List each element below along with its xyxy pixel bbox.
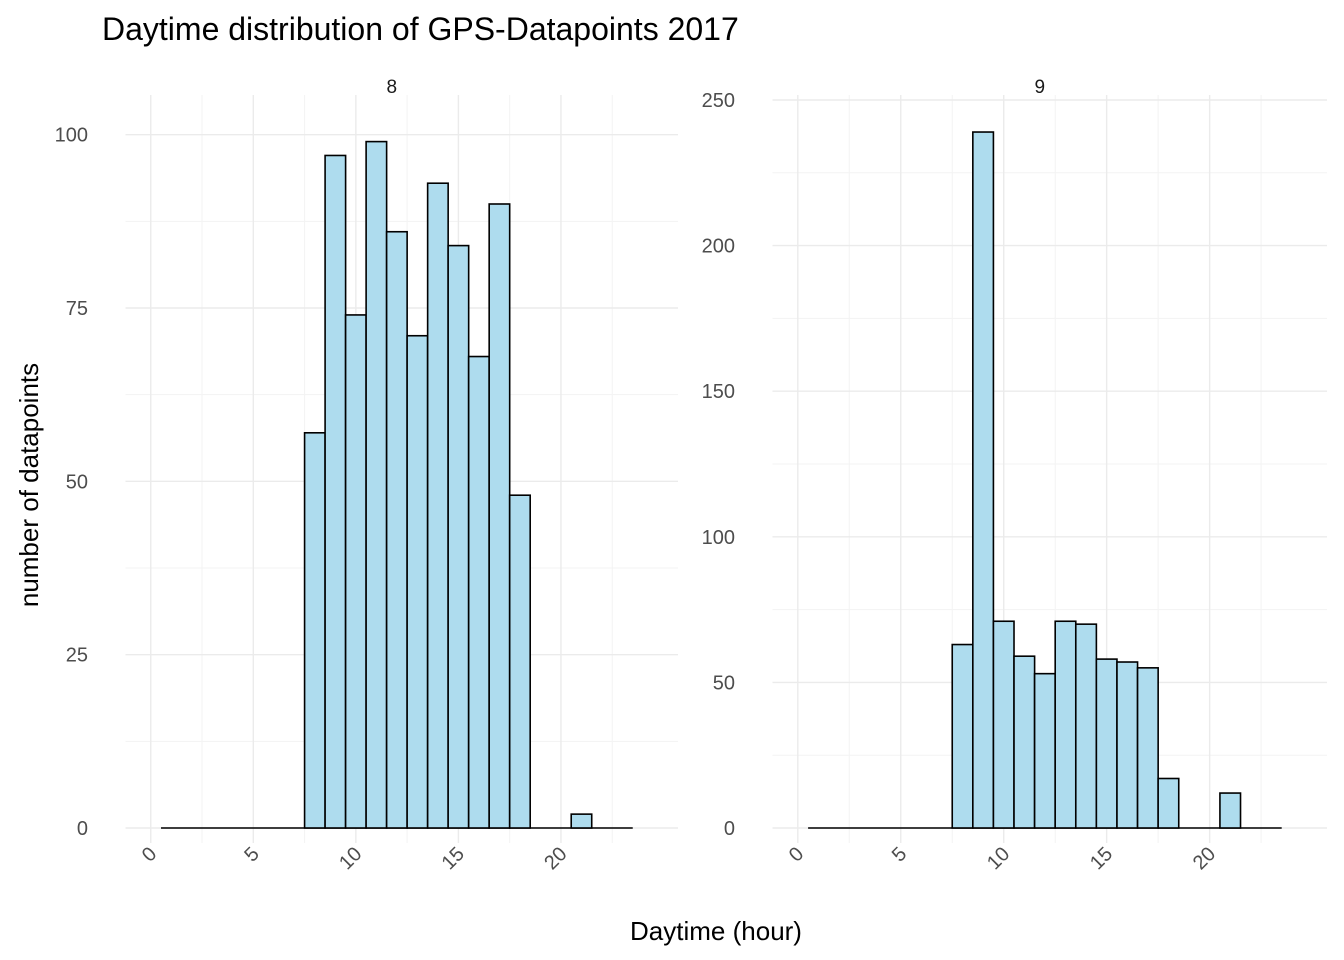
y-tick-label: 250 xyxy=(702,90,735,112)
histogram-bar xyxy=(406,334,429,829)
x-tick-label: 20 xyxy=(1189,843,1220,874)
y-tick-label: 50 xyxy=(66,471,88,493)
facet-strip-label: 9 xyxy=(1034,77,1045,98)
x-tick-label: 5 xyxy=(240,843,263,866)
histogram-bar xyxy=(1074,623,1098,829)
histogram-bar xyxy=(488,203,511,829)
y-tick-label: 200 xyxy=(702,236,735,258)
y-tick-label: 100 xyxy=(702,527,735,549)
y-tick-label: 25 xyxy=(66,645,88,667)
histogram-bar xyxy=(1116,661,1139,829)
histogram-bar xyxy=(1095,658,1118,829)
x-tick-label: 10 xyxy=(335,843,366,874)
histogram-bar xyxy=(570,813,593,829)
facet-strip-label: 8 xyxy=(386,77,397,98)
facet-panel-8: 8 0 25 50 75 100 0 5 10 15 20 xyxy=(55,77,678,874)
histogram-bar xyxy=(972,131,995,829)
x-tick-label: 10 xyxy=(983,843,1014,874)
x-tick-label: 20 xyxy=(540,843,571,874)
x-tick-label: 15 xyxy=(438,843,469,874)
x-tick-label: 0 xyxy=(785,843,808,866)
x-tick-label: 5 xyxy=(888,843,911,866)
histogram-bar xyxy=(426,182,449,829)
facet-panel-9: 9 0 50 100 150 200 250 0 5 10 15 20 xyxy=(702,77,1327,874)
histogram-bar xyxy=(344,314,367,829)
histogram-bar xyxy=(1219,792,1242,829)
histogram-bar xyxy=(1054,620,1077,829)
histogram-bar xyxy=(992,620,1015,829)
y-tick-label: 100 xyxy=(55,125,88,147)
x-tick-label: 15 xyxy=(1086,843,1117,874)
histogram-bar xyxy=(324,154,347,829)
histogram-bar xyxy=(365,140,388,829)
histogram-bar xyxy=(467,355,490,829)
y-tick-label: 75 xyxy=(66,298,88,320)
histogram-bar xyxy=(951,643,974,829)
histogram-bar xyxy=(1136,667,1159,829)
y-tick-label: 0 xyxy=(724,818,735,840)
histogram-bar xyxy=(303,431,326,829)
y-tick-label: 50 xyxy=(713,672,735,694)
histogram-bar xyxy=(447,244,470,829)
histogram-bar xyxy=(385,230,408,829)
panels: 8 0 25 50 75 100 0 5 10 15 20 9 0 50 100 150 200 250 0 5 10 1… xyxy=(55,77,1327,874)
histogram-bar xyxy=(1013,655,1036,829)
histogram-bar xyxy=(508,494,531,829)
y-tick-label: 0 xyxy=(77,818,88,840)
y-axis-title: number of datapoints xyxy=(14,363,44,607)
x-axis-title: Daytime (hour) xyxy=(630,916,802,946)
chart-title: Daytime distribution of GPS-Datapoints 2… xyxy=(102,11,739,47)
x-tick-label: 0 xyxy=(138,843,161,866)
histogram-bar xyxy=(1157,777,1180,829)
y-tick-label: 150 xyxy=(702,381,735,403)
histogram-bar xyxy=(1033,672,1056,829)
